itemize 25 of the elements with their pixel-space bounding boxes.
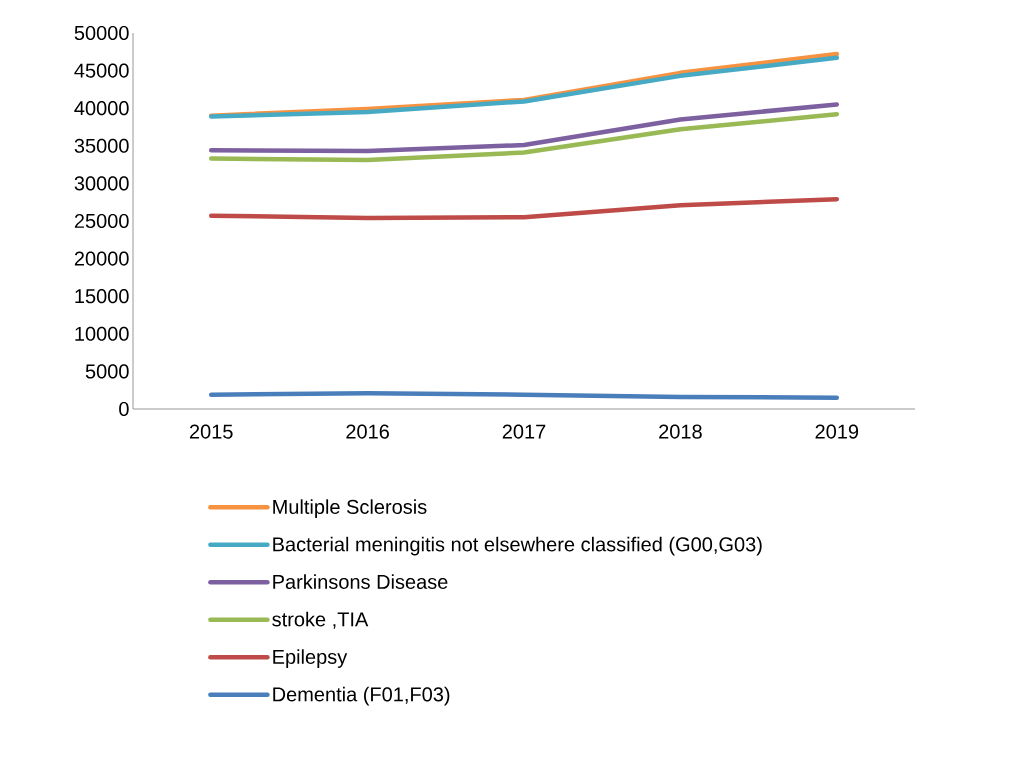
y-tick-label: 20000 xyxy=(74,251,129,266)
legend-label: Multiple Sclerosis xyxy=(273,499,427,518)
y-tick-label: 25000 xyxy=(74,213,129,229)
y-tick-label: 0 xyxy=(119,401,129,417)
y-tick-label: 30000 xyxy=(74,176,129,191)
x-tick-label: 2017 xyxy=(502,424,546,439)
x-tick-label: 2018 xyxy=(659,424,702,439)
legend-label: Bacterial meningitis not elsewhere classified (G00,G03) xyxy=(273,536,762,556)
x-tick-label: 2019 xyxy=(815,424,859,439)
line-series xyxy=(208,111,840,163)
y-tick-label: 50000 xyxy=(74,25,129,41)
y-tick-label: 10000 xyxy=(75,326,129,341)
y-tick-label: 5000 xyxy=(85,364,129,379)
x-tick-label: 2015 xyxy=(189,424,233,439)
legend-label: Dementia (F01,F03) xyxy=(273,686,450,706)
y-tick-label: 40000 xyxy=(74,101,129,116)
legend-label: stroke ,TIA xyxy=(272,611,369,629)
y-tick-label: 15000 xyxy=(75,289,129,304)
line-series xyxy=(208,196,840,221)
x-tick-label: 2016 xyxy=(346,424,389,439)
legend-label: Epilepsy xyxy=(273,649,348,668)
line-series xyxy=(208,102,840,154)
y-tick-label: 35000 xyxy=(74,138,129,153)
legend-label: Parkinsons Disease xyxy=(273,574,448,589)
y-tick-label: 45000 xyxy=(74,63,129,78)
